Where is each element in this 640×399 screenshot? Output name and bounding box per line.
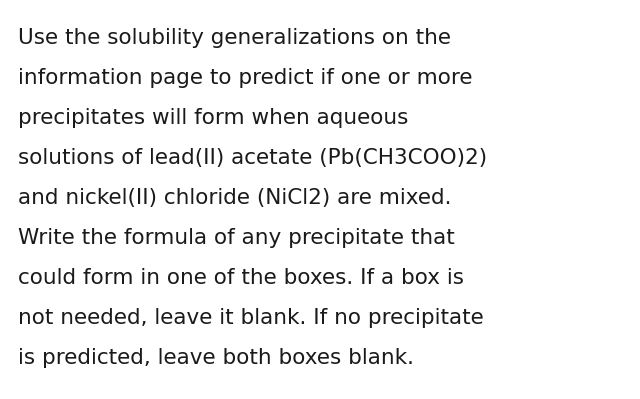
Text: precipitates will form when aqueous: precipitates will form when aqueous (18, 108, 408, 128)
Text: and nickel(II) chloride (NiCl2) are mixed.: and nickel(II) chloride (NiCl2) are mixe… (18, 188, 451, 208)
Text: solutions of lead(II) acetate (Pb(CH3COO)2): solutions of lead(II) acetate (Pb(CH3COO… (18, 148, 487, 168)
Text: information page to predict if one or more: information page to predict if one or mo… (18, 68, 472, 88)
Text: is predicted, leave both boxes blank.: is predicted, leave both boxes blank. (18, 348, 414, 368)
Text: could form in one of the boxes. If a box is: could form in one of the boxes. If a box… (18, 268, 464, 288)
Text: Use the solubility generalizations on the: Use the solubility generalizations on th… (18, 28, 451, 48)
Text: not needed, leave it blank. If no precipitate: not needed, leave it blank. If no precip… (18, 308, 484, 328)
Text: Write the formula of any precipitate that: Write the formula of any precipitate tha… (18, 228, 455, 248)
